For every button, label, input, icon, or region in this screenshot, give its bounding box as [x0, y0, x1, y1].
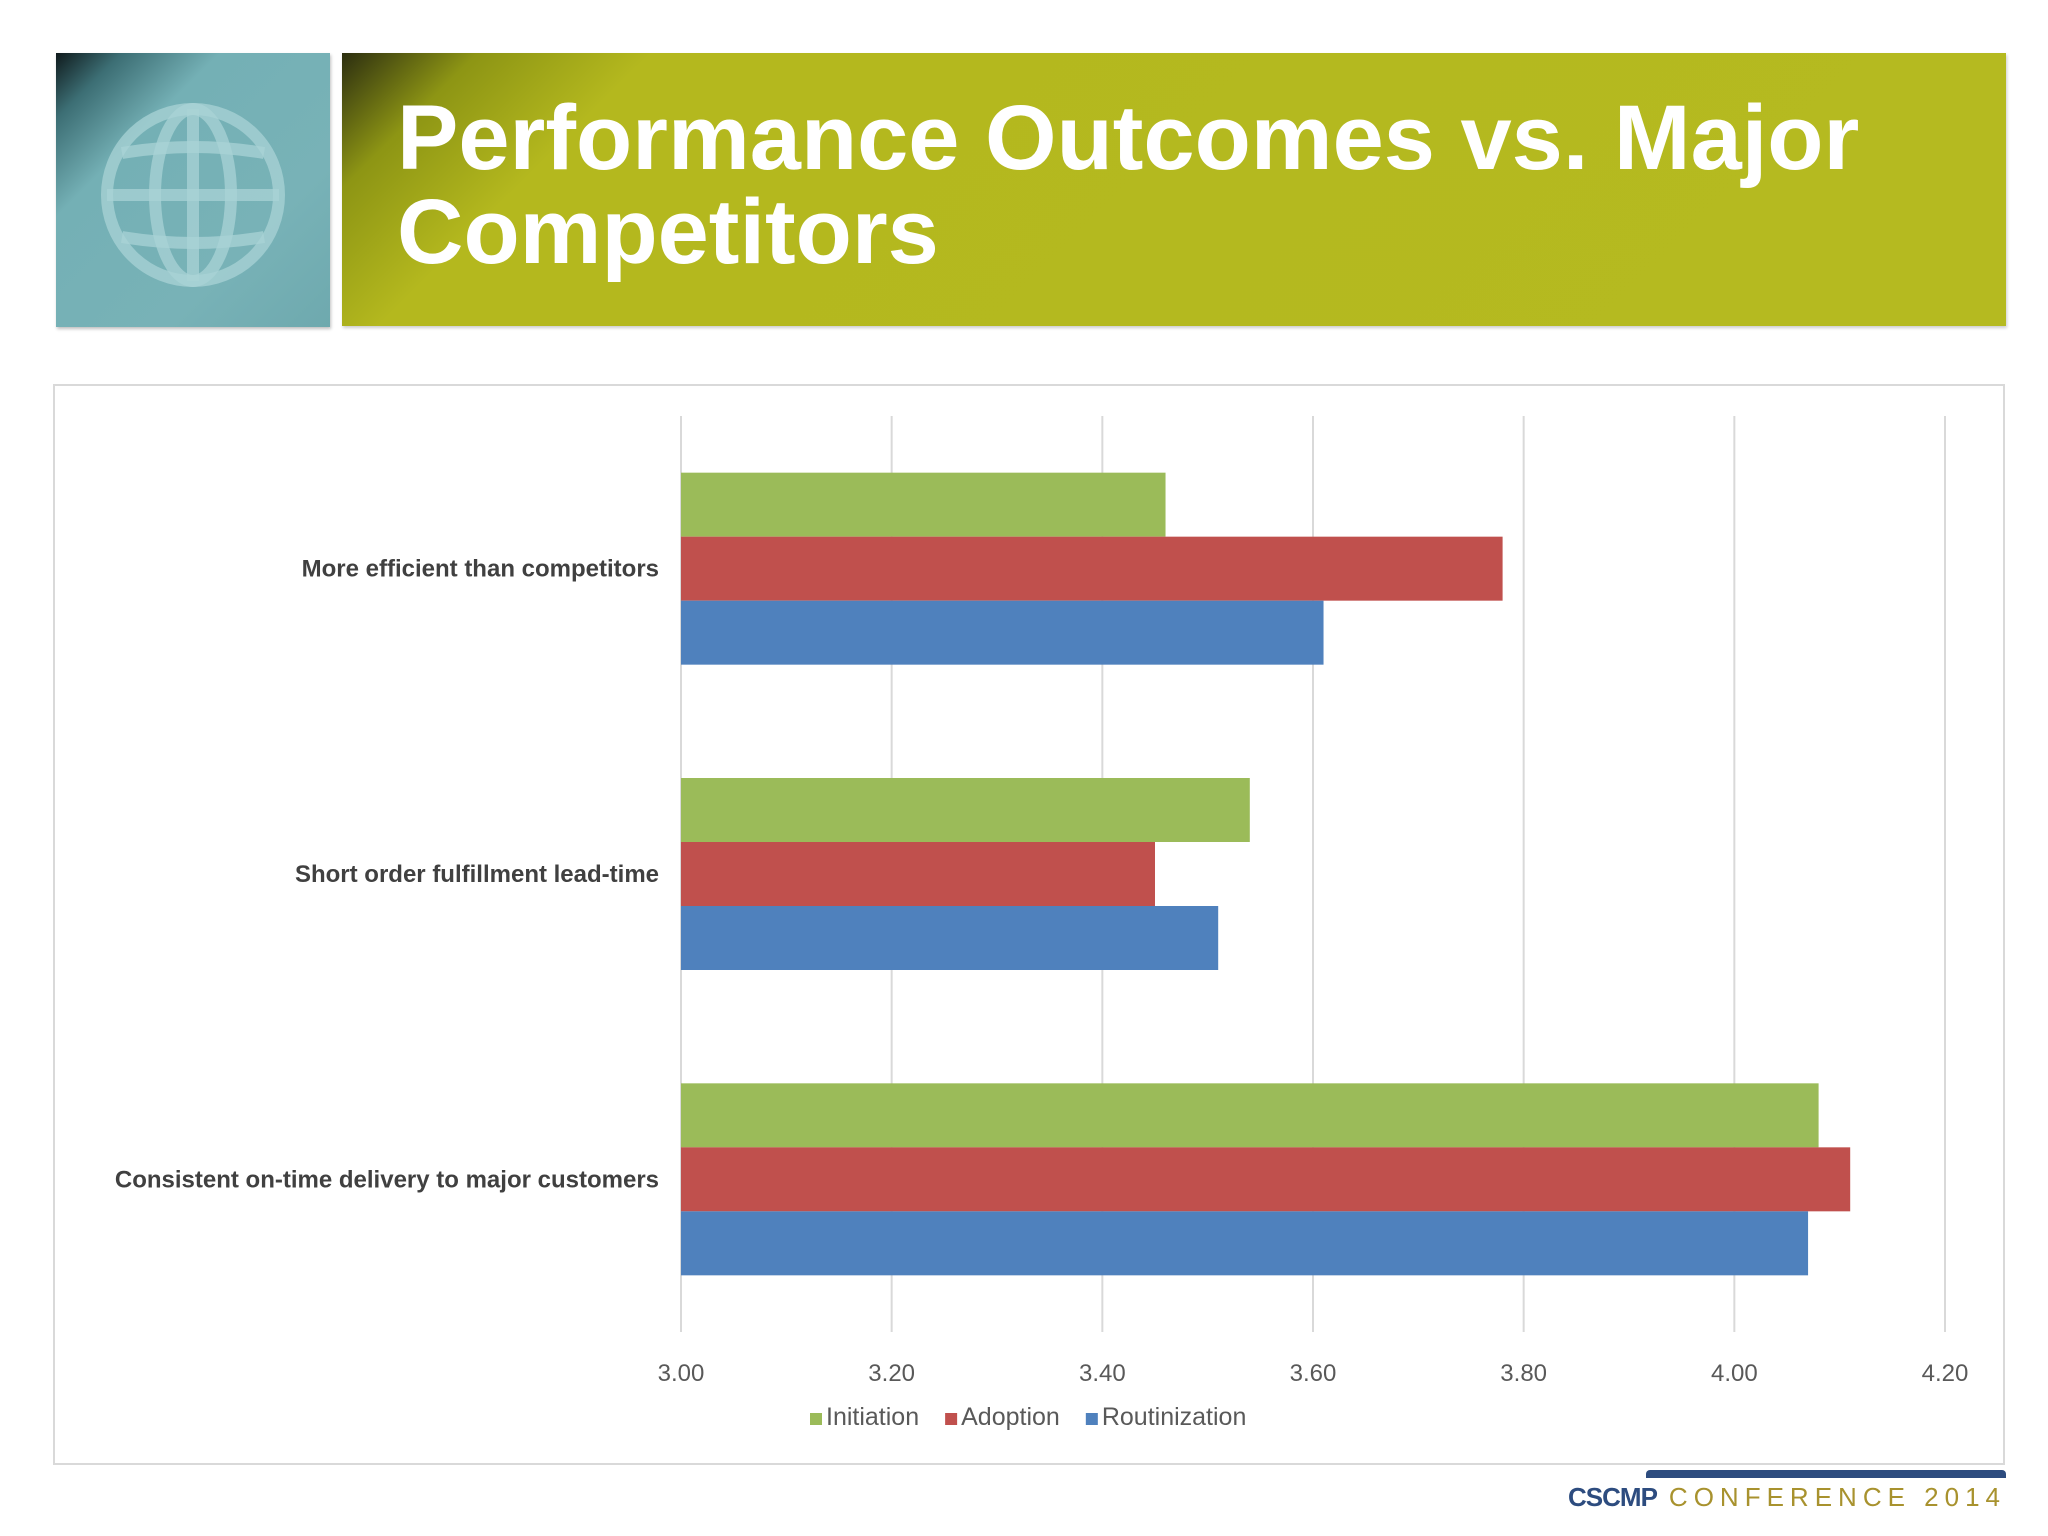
x-tick-labels: 3.00 3.20 3.40 3.60 3.80 4.00 4.20	[658, 1360, 1969, 1387]
bar-adoption-0	[681, 536, 1503, 601]
legend-label-routinization: Routinization	[1102, 1403, 1247, 1431]
conference-logo: CSCMP CONFERENCE 2014	[1568, 1468, 2006, 1518]
bar-routinization-2	[681, 1211, 1809, 1276]
bar-routinization-1	[681, 906, 1219, 970]
x-tick-label: 3.80	[1500, 1360, 1547, 1387]
legend: Initiation Adoption Routinization	[810, 1403, 1246, 1431]
legend-swatch-initiation	[810, 1413, 822, 1425]
category-labels: More efficient than competitors Short ord…	[115, 556, 659, 1194]
legend-label-adoption: Adoption	[961, 1403, 1060, 1431]
slide-title: Performance Outcomes vs. Major Competito…	[397, 87, 1860, 283]
x-tick-label: 3.60	[1290, 1360, 1337, 1387]
x-tick-label: 4.00	[1711, 1360, 1758, 1387]
bars	[681, 472, 1851, 1276]
x-tick-label: 3.40	[1079, 1360, 1126, 1387]
category-label: Short order fulfillment lead-time	[295, 861, 659, 888]
x-tick-label: 3.00	[658, 1360, 705, 1387]
legend-label-initiation: Initiation	[826, 1403, 919, 1431]
logo-org-text: CSCMP	[1568, 1482, 1658, 1512]
bar-routinization-0	[681, 600, 1324, 665]
bar-initiation-2	[681, 1083, 1819, 1148]
bar-adoption-2	[681, 1147, 1851, 1212]
bar-initiation-1	[681, 778, 1250, 842]
bar-initiation-0	[681, 472, 1166, 537]
logo-event-text: CONFERENCE 2014	[1668, 1482, 2006, 1512]
logo-banner-fragment	[1646, 1468, 2006, 1478]
title-banner: Performance Outcomes vs. Major Competito…	[342, 53, 2006, 326]
category-label: Consistent on-time delivery to major cus…	[115, 1166, 659, 1193]
globe-icon	[101, 103, 285, 287]
legend-swatch-routinization	[1085, 1413, 1098, 1425]
bar-adoption-1	[681, 842, 1155, 906]
chart-area: More efficient than competitors Short ord…	[115, 416, 1969, 1431]
globe-tile	[56, 53, 330, 327]
x-tick-label: 4.20	[1922, 1360, 1969, 1387]
legend-swatch-adoption	[945, 1413, 958, 1425]
chart-frame: More efficient than competitors Short ord…	[53, 384, 2005, 1465]
x-tick-label: 3.20	[868, 1360, 915, 1387]
category-label: More efficient than competitors	[302, 556, 659, 583]
